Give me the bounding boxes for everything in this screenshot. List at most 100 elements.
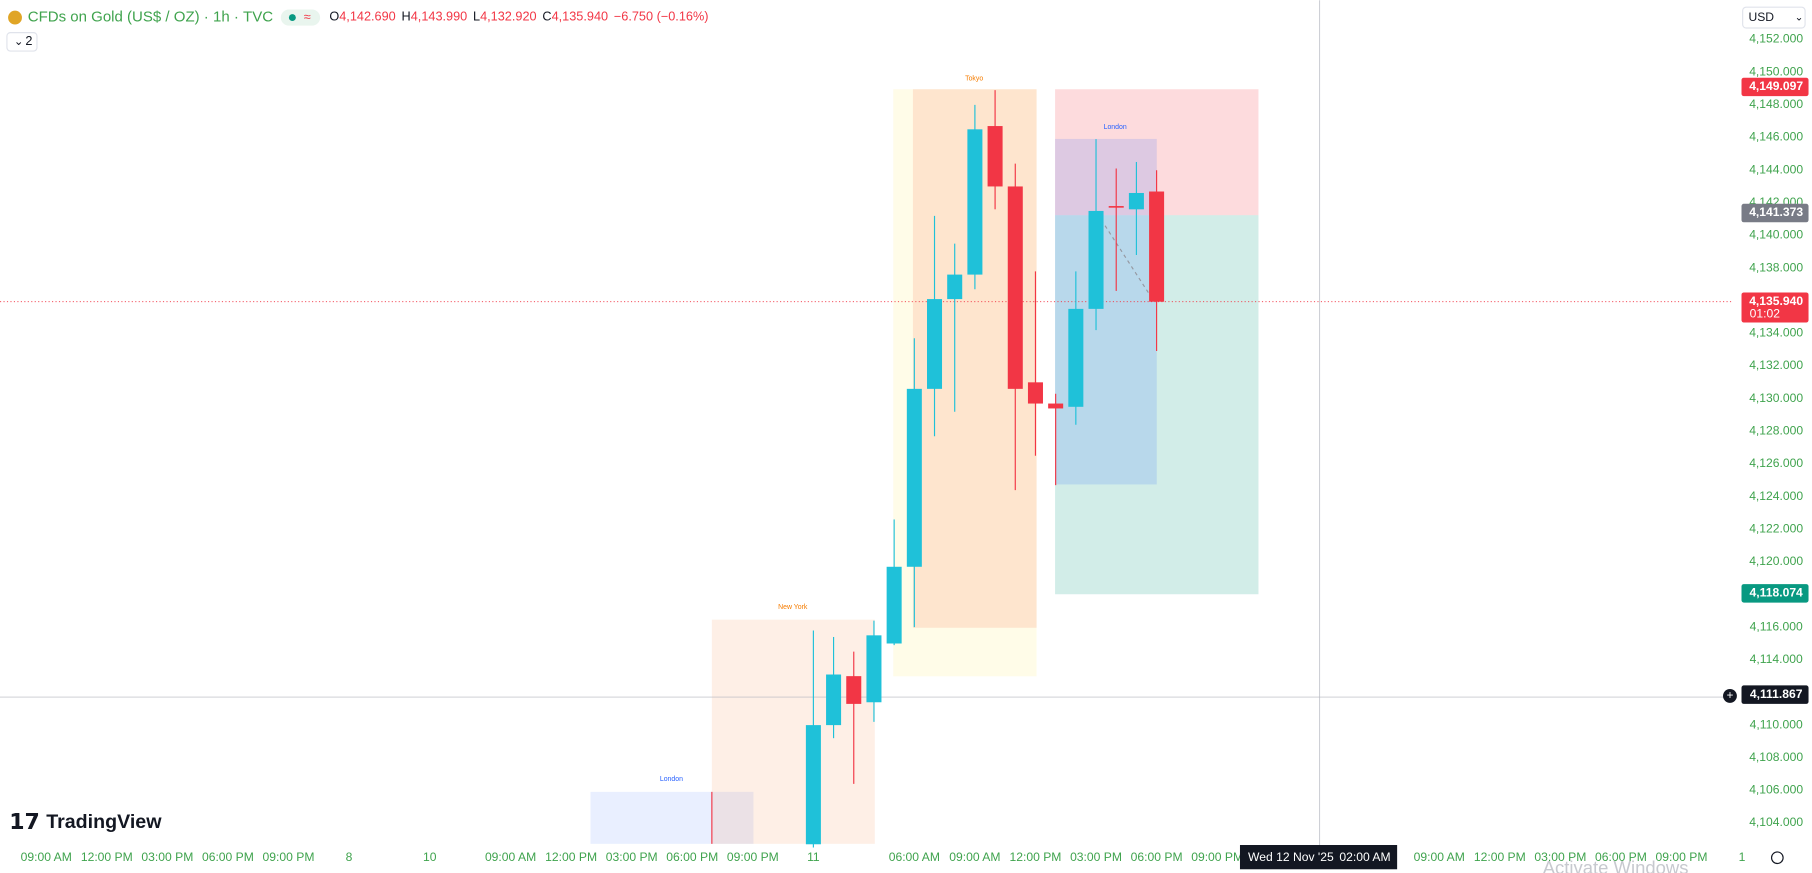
ohlc-key: C (542, 9, 551, 24)
y-tick-label: 4,140.000 (1749, 228, 1803, 242)
x-tick-label: 12:00 PM (81, 850, 133, 864)
session-label: London (660, 776, 683, 783)
y-tick-label: 4,130.000 (1749, 391, 1803, 405)
price-label-box (1741, 685, 1809, 704)
y-tick-label: 4,148.000 (1749, 97, 1803, 111)
x-tick-label: 03:00 PM (141, 850, 193, 864)
price-label: 4,141.373 (1749, 205, 1803, 219)
y-tick-label: 4,128.000 (1749, 424, 1803, 438)
time-crosshair-box (1239, 845, 1398, 870)
add-icon: + (1727, 690, 1734, 702)
candle-body (886, 566, 902, 644)
y-tick-label: 4,116.000 (1750, 619, 1803, 633)
sep: · (200, 9, 213, 26)
candle-body (805, 725, 821, 845)
ohlc-key: L (473, 9, 480, 24)
candle-body (947, 274, 963, 300)
status-icon: ≈ (304, 9, 311, 24)
x-tick-label: 12:00 PM (1010, 850, 1062, 864)
change: −6.750 (−0.16%) (614, 9, 709, 24)
add-button[interactable] (1723, 689, 1737, 703)
y-tick-label: 4,126.000 (1749, 456, 1803, 470)
y-tick-label: 4,138.000 (1749, 260, 1803, 274)
crosshair-date: Wed 12 Nov '25 (1248, 850, 1334, 864)
ohlc-value: 4,142.690 (339, 9, 396, 24)
symbol: CFDs on Gold (US$ / OZ) (28, 9, 200, 26)
candle-body (866, 635, 882, 703)
y-tick-label: 4,114.000 (1750, 652, 1803, 666)
candle-body (927, 299, 943, 389)
price-label-box (1741, 77, 1809, 97)
price-label: 4,149.097 (1749, 79, 1803, 93)
candle-body (826, 674, 842, 726)
candle-body (987, 126, 1003, 187)
ohlc-value: 4,143.990 (411, 9, 468, 24)
y-tick-label: 4,134.000 (1749, 326, 1803, 340)
ohlc-value: 4,135.940 (552, 9, 609, 24)
x-tick-label: 8 (346, 850, 353, 864)
x-tick-label: 1 (1739, 850, 1746, 864)
windows-notice: Activate Windows (1543, 857, 1689, 873)
status-dot (288, 14, 296, 22)
x-tick-label: 09:00 PM (1656, 850, 1708, 864)
y-tick-label: 4,108.000 (1749, 750, 1803, 764)
y-tick-label: 4,144.000 (1749, 162, 1803, 176)
price-label-box (1741, 292, 1809, 323)
currency-select[interactable] (1742, 6, 1806, 29)
y-tick-label: 4,146.000 (1749, 130, 1803, 144)
x-tick-label: 06:00 PM (202, 850, 254, 864)
ohlc: O4,142.690 H4,143.990 L4,132.920 C4,135.940… (329, 9, 708, 24)
trade-path (1100, 219, 1151, 296)
price-axis: 4,104.000 4,106.000 4,108.000 4,110.000 4,11… (21, 32, 1809, 864)
x-tick-label: 06:00 PM (1131, 850, 1183, 864)
status-pill[interactable] (280, 9, 321, 26)
candle-body (1027, 382, 1043, 404)
price-label: 4,135.940 (1749, 294, 1803, 308)
x-tick-label: 10 (423, 850, 437, 864)
candle-body (967, 129, 983, 275)
x-tick-label: 09:00 PM (727, 850, 779, 864)
ohlc-key: H (402, 9, 411, 24)
candle-body (1007, 186, 1023, 389)
x-tick-label: 09:00 AM (1414, 850, 1465, 864)
ohlc-key: O (329, 9, 339, 24)
y-tick-label: 4,106.000 (1749, 783, 1803, 797)
symbol-line: CFDs on Gold (US$ / OZ) · 1h · TVC (28, 9, 273, 26)
source: TVC (243, 9, 273, 26)
y-tick-label: 4,120.000 (1749, 554, 1803, 568)
ohlc-value: 4,132.920 (480, 9, 537, 24)
candle-body (906, 388, 922, 567)
indicator-count: 2 (25, 33, 32, 48)
price-label-box (1741, 203, 1809, 223)
countdown: 01:02 (1750, 307, 1781, 321)
currency: USD (1748, 10, 1774, 24)
candle-body (1048, 403, 1064, 409)
x-tick-label: 12:00 PM (1474, 850, 1526, 864)
candle-body (1108, 206, 1124, 208)
symbol-icon (8, 10, 22, 25)
indicator-toggle[interactable] (6, 32, 38, 52)
y-tick-label: 4,152.000 (1749, 32, 1803, 46)
candle-body (846, 676, 862, 704)
chevron: ⌄ (14, 36, 24, 48)
candle-body (1088, 210, 1104, 309)
y-tick-label: 4,124.000 (1749, 489, 1803, 503)
candles (0, 90, 1734, 848)
session-label: Tokyo (965, 76, 983, 83)
x-tick-label: 09:00 PM (1191, 850, 1243, 864)
candle-body (1149, 191, 1165, 302)
crosshair-time: 02:00 AM (1339, 850, 1390, 864)
x-tick-label: 06:00 PM (1595, 850, 1647, 864)
logo-mark: 𝟭𝟳 (9, 809, 40, 834)
sep: · (230, 9, 243, 26)
settings-icon[interactable] (1770, 851, 1784, 865)
price-label: 4,111.867 (1750, 687, 1803, 701)
x-tick-label: 06:00 PM (666, 850, 718, 864)
y-tick-label: 4,132.000 (1749, 358, 1803, 372)
interval: 1h (213, 9, 230, 26)
x-tick-label: 12:00 PM (545, 850, 597, 864)
session-label: New York (778, 604, 808, 611)
